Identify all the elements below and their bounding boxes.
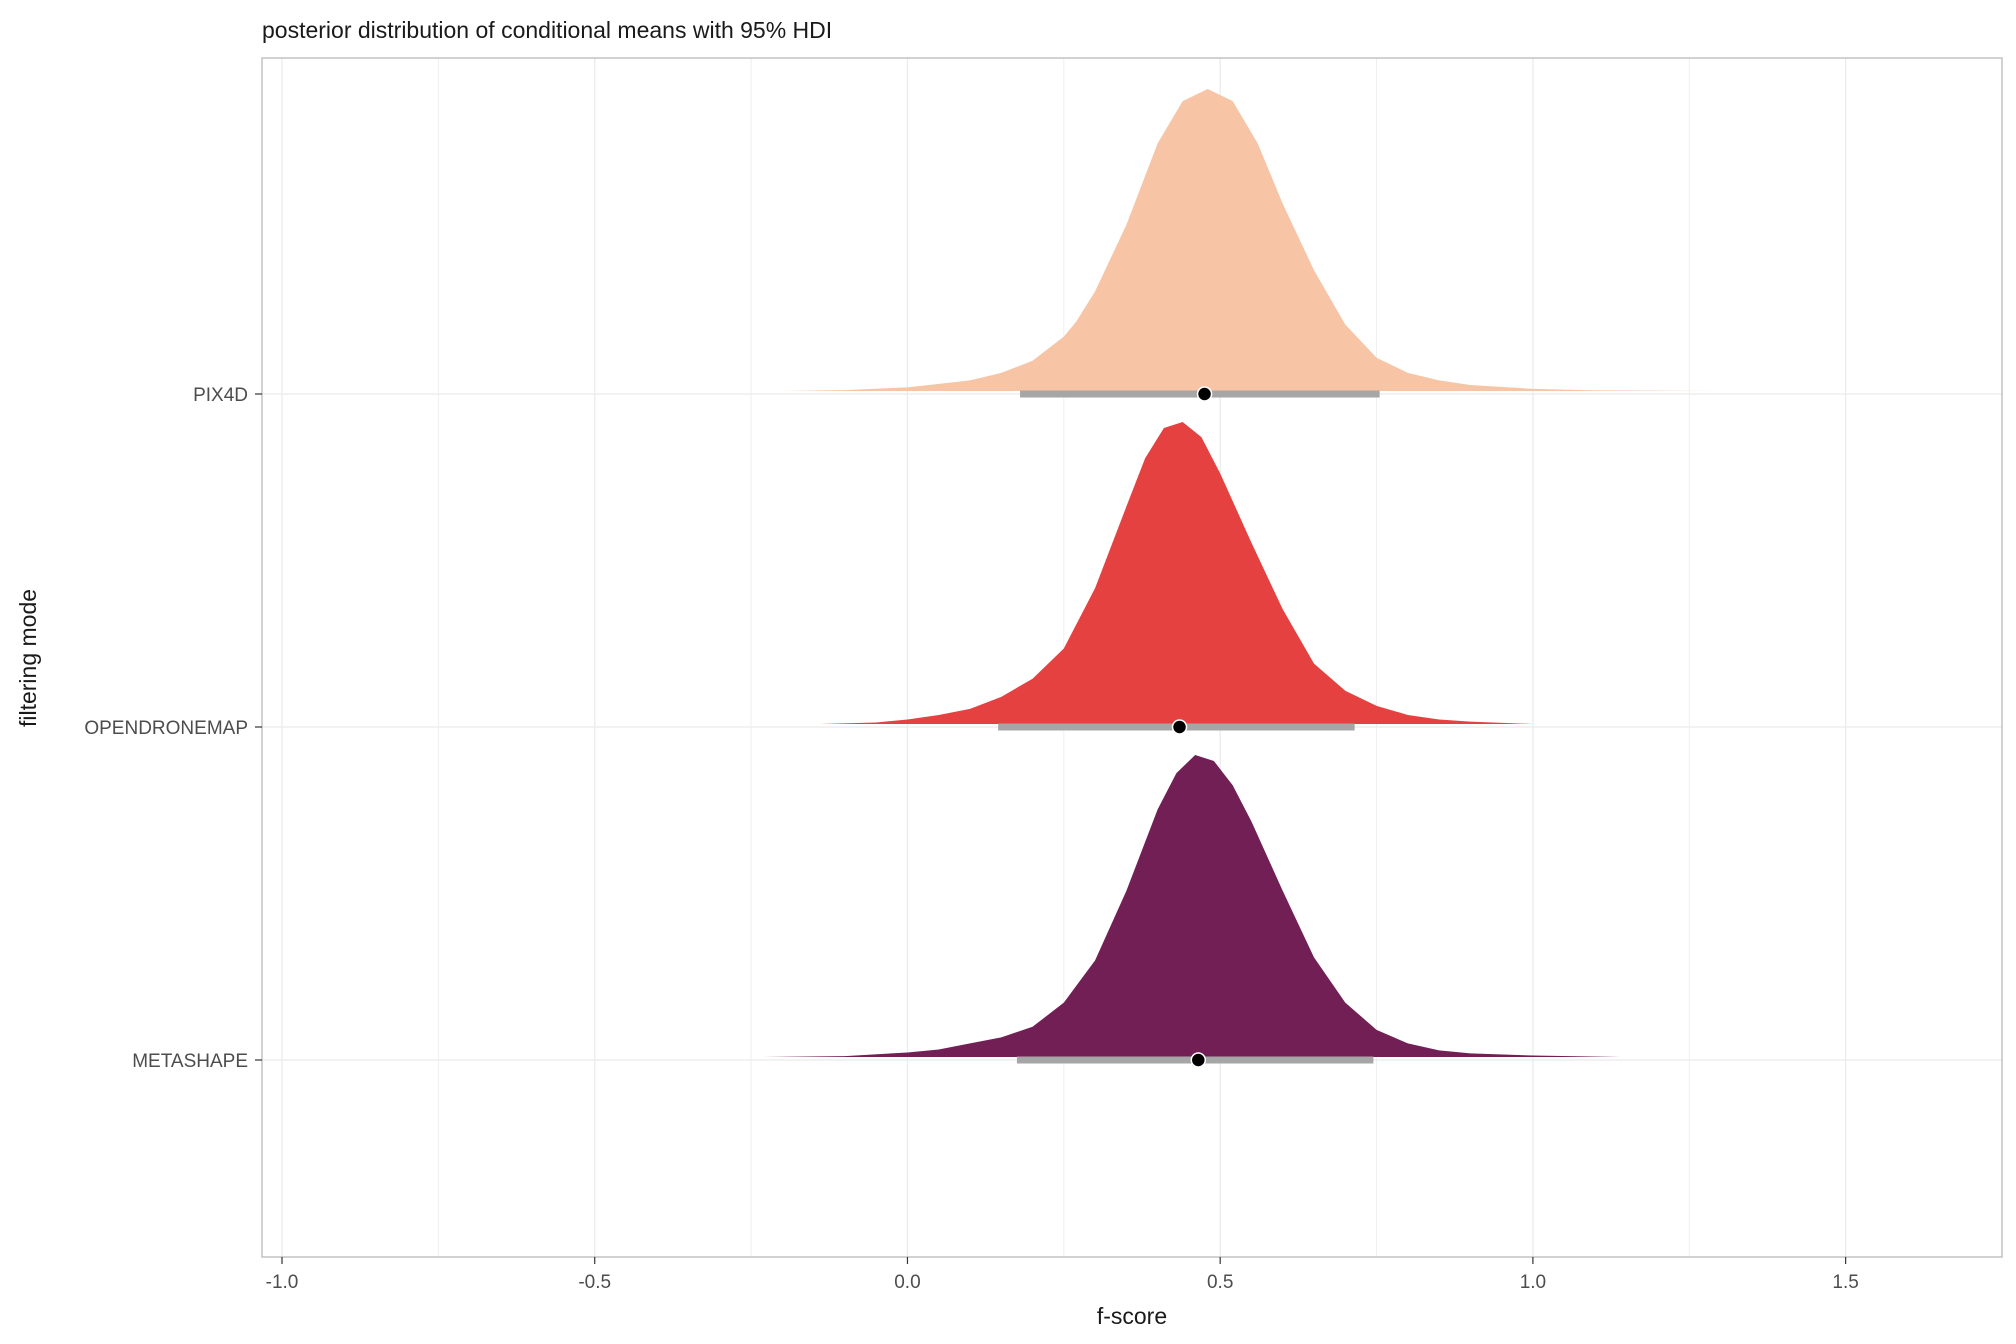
x-tick-label: 1.5	[1832, 1272, 1858, 1293]
x-tick-label: 0.0	[894, 1272, 920, 1293]
x-tick-label: -0.5	[578, 1272, 611, 1293]
y-tick-label-metashape: METASHAPE	[132, 1051, 248, 1072]
density-ridge-metashape	[763, 755, 1621, 1057]
y-axis-title: filtering mode	[15, 589, 41, 727]
x-tick-label: -1.0	[266, 1272, 299, 1293]
y-tick-label-pix4d: PIX4D	[193, 385, 248, 406]
plot-panel-border	[261, 57, 2003, 1258]
x-axis-title: f-score	[1097, 1303, 1167, 1329]
x-tick-label: 0.5	[1207, 1272, 1233, 1293]
hdi-intervals	[998, 386, 1380, 1068]
mean-point-pix4d	[1196, 386, 1213, 402]
axis-ticks: -1.0 -0.5 0.0 0.5 1.0 1.5 PIX4D OPENDRONEMAP MET…	[84, 385, 1858, 1293]
mean-point-opendronemap	[1171, 719, 1188, 735]
chart-title: posterior distribution of conditional me…	[262, 17, 832, 43]
mean-point-metashape	[1190, 1052, 1207, 1068]
density-ridges	[657, 89, 1715, 1057]
y-tick-label-opendronemap: OPENDRONEMAP	[84, 718, 248, 739]
density-ridge-pix4d	[657, 89, 1715, 391]
x-tick-label: 1.0	[1520, 1272, 1546, 1293]
density-ridge-opendronemap	[819, 422, 1533, 724]
